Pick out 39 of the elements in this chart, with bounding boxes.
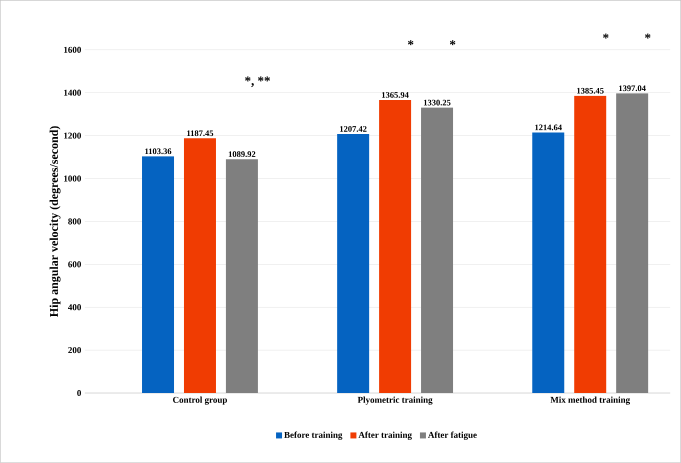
y-tick-label: 1200 — [64, 132, 81, 139]
bar — [184, 138, 216, 394]
y-tick-label: 1600 — [64, 46, 81, 53]
bar — [421, 108, 454, 394]
data-label: 1385.45 — [577, 88, 604, 94]
bar — [142, 156, 174, 394]
y-tick-label: 1000 — [64, 176, 81, 182]
text: * — [603, 34, 609, 39]
bar — [532, 132, 564, 394]
legend-label: Before training — [284, 432, 342, 440]
legend-label: After fatigue — [428, 432, 477, 440]
text: * — [408, 40, 414, 46]
y-tick-label: 200 — [68, 347, 81, 354]
data-label: 1365.94 — [382, 92, 409, 98]
data-label: 1330.25 — [424, 100, 450, 106]
y-tick-label: 800 — [68, 218, 81, 225]
annotation: *, ** — [245, 76, 270, 88]
x-tick-label: Mix method training — [550, 396, 630, 405]
data-label: 1397.04 — [619, 85, 646, 92]
data-label: 1207.42 — [340, 126, 367, 132]
text: * — [645, 34, 650, 39]
data-label: 1089.92 — [228, 151, 256, 158]
bar — [226, 159, 258, 394]
bar — [379, 100, 412, 394]
bar — [574, 96, 606, 394]
x-tick-label: Plyometric training — [358, 396, 432, 405]
data-label: 1187.45 — [187, 130, 214, 136]
y-tick-label: 0 — [77, 390, 81, 396]
text: * — [450, 40, 456, 46]
data-label: 1214.64 — [535, 124, 562, 130]
data-label: 1103.36 — [145, 148, 172, 154]
bar — [337, 134, 370, 394]
legend-label: After training — [358, 432, 412, 440]
y-tick-label: 1400 — [64, 90, 81, 96]
y-axis-title: Hip angular velocity (degrees/second) — [50, 126, 61, 318]
y-tick-label: 600 — [68, 261, 81, 268]
bar — [616, 93, 648, 394]
y-tick-label: 400 — [68, 304, 81, 310]
x-tick-label: Control group — [173, 396, 227, 405]
